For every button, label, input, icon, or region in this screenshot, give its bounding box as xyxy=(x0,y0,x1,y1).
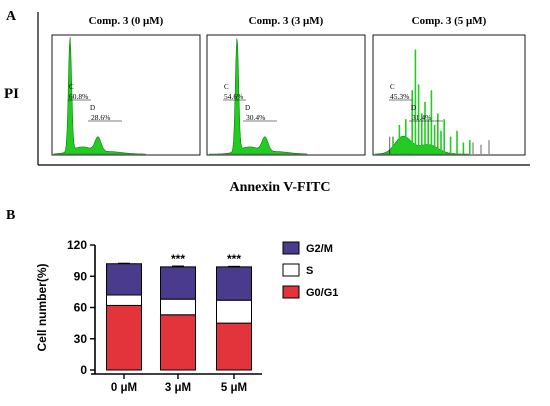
gate-c-value: 45.3% xyxy=(390,92,409,101)
gate-c-label: C xyxy=(69,83,74,91)
bar-segment-g0g1 xyxy=(216,322,252,371)
bar-segment-g2m xyxy=(216,266,252,301)
bar-segment-s xyxy=(216,299,252,324)
legend-label: S xyxy=(306,265,313,277)
bar-segment-s xyxy=(106,294,142,306)
bar-segment-g2m xyxy=(160,266,196,300)
panel-b-label: B xyxy=(6,208,15,223)
histogram-panels: Comp. 3 (0 μM)C60.8%D28.6%Comp. 3 (3 μM)… xyxy=(51,15,526,156)
bar-segment-g0g1 xyxy=(160,314,196,371)
y-axis-title: Cell number(%) xyxy=(35,263,49,351)
bar-segment-g2m xyxy=(106,263,142,296)
gate-d-value: 31.4% xyxy=(412,113,431,122)
y-tick-label: 30 xyxy=(74,332,88,346)
annexin-axis-label: Annexin V-FITC xyxy=(229,180,330,195)
gate-d-label: D xyxy=(411,104,416,112)
y-tick-label: 120 xyxy=(67,238,87,252)
gate-c-label: C xyxy=(224,83,229,91)
gate-c-value: 60.8% xyxy=(69,92,88,101)
significance-marker: *** xyxy=(227,252,241,266)
legend-swatch xyxy=(282,263,300,277)
bar-segment-s xyxy=(160,298,196,316)
stacked-bar-chart: 0 30 60 90 120 Cell number(%) 0 μM 3 μM *** 5 μM *… xyxy=(35,238,338,394)
y-tick-label: 60 xyxy=(74,301,88,315)
histogram-panel-1: Comp. 3 (0 μM) C60.8%D28.6% xyxy=(51,15,201,156)
significance-marker: *** xyxy=(171,252,185,266)
legend-swatch xyxy=(282,241,300,255)
gate-d-value: 30.4% xyxy=(246,113,265,122)
histogram-frame xyxy=(206,34,366,156)
histogram-profile xyxy=(209,38,308,155)
histogram-frame xyxy=(51,34,201,156)
histogram-panel-3: Comp. 3 (5 μM) C45.3%D31.4% xyxy=(372,15,526,156)
histogram-profile xyxy=(53,36,146,155)
pi-axis-label: PI xyxy=(4,86,19,102)
histogram-title: Comp. 3 (5 μM) xyxy=(412,15,487,27)
bar-segment-g0g1 xyxy=(106,304,142,371)
gate-c-label: C xyxy=(390,83,395,91)
histogram-frame xyxy=(372,34,526,156)
x-tick-label: 0 μM xyxy=(111,382,137,394)
gate-d-label: D xyxy=(90,104,95,112)
legend-label: G0/G1 xyxy=(306,287,338,299)
x-tick-label: 5 μM xyxy=(221,382,247,394)
legend-label: G2/M xyxy=(306,243,333,255)
gate-c-value: 54.6% xyxy=(224,92,243,101)
histogram-title: Comp. 3 (3 μM) xyxy=(249,15,324,27)
legend-swatch xyxy=(282,285,300,299)
histogram-panel-2: Comp. 3 (3 μM) C54.6%D30.4% xyxy=(206,15,366,156)
x-tick-label: 3 μM xyxy=(165,382,191,394)
gate-d-value: 28.6% xyxy=(91,113,110,122)
y-tick-label: 90 xyxy=(74,269,88,283)
histogram-title: Comp. 3 (0 μM) xyxy=(89,15,164,27)
y-tick-label: 0 xyxy=(80,363,87,377)
panel-a-label: A xyxy=(6,9,17,24)
gate-d-label: D xyxy=(245,104,250,112)
